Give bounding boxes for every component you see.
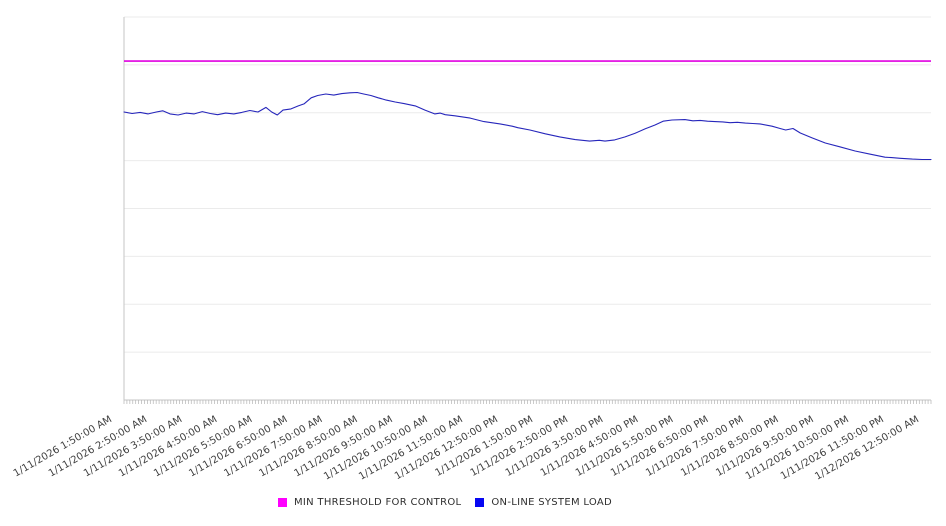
x-axis-ticks bbox=[123, 400, 932, 404]
x-axis-labels: 1/11/2026 1:50:00 AM1/11/2026 2:50:00 AM… bbox=[12, 414, 921, 483]
online-system-load-line bbox=[123, 91, 932, 161]
legend-item-min-threshold[interactable]: MIN THRESHOLD FOR CONTROL bbox=[277, 497, 462, 508]
legend-swatch-min-threshold bbox=[277, 498, 287, 507]
chart-canvas: 1/11/2026 1:50:00 AM1/11/2026 2:50:00 AM… bbox=[12, 16, 932, 483]
chart-legend: MIN THRESHOLD FOR CONTROL ON-LINE SYSTEM… bbox=[0, 497, 918, 508]
legend-item-online-system-load[interactable]: ON-LINE SYSTEM LOAD bbox=[475, 497, 612, 508]
legend-label-online-system-load: ON-LINE SYSTEM LOAD bbox=[491, 497, 613, 508]
legend-label-min-threshold: MIN THRESHOLD FOR CONTROL bbox=[293, 497, 462, 508]
gridlines bbox=[124, 16, 931, 353]
legend-swatch-online-system-load bbox=[475, 498, 485, 507]
